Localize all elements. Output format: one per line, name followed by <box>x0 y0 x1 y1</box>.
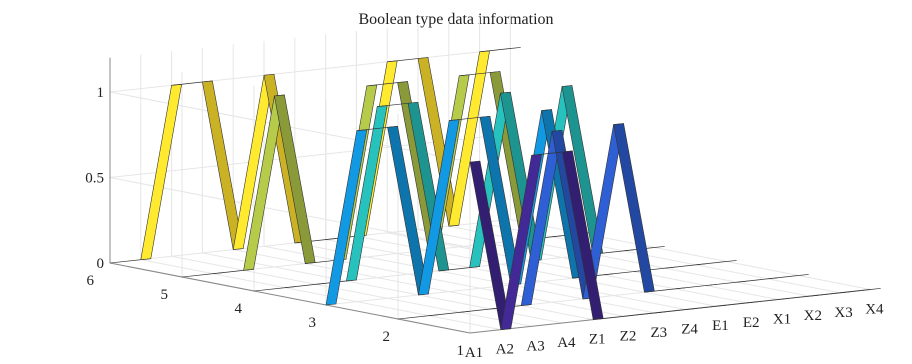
grid-line <box>325 239 686 311</box>
category-tick-label: Z1 <box>589 332 606 348</box>
depth-tick-label: 5 <box>161 287 169 303</box>
category-tick-label: E1 <box>712 318 729 334</box>
grid-line <box>233 249 594 321</box>
category-tick-label: Z4 <box>681 322 698 338</box>
category-tick-label: X3 <box>834 305 852 321</box>
z-tick-label: 1 <box>97 85 105 101</box>
tick-labels: A1 A2 A3 A4 Z1 Z2 Z3 Z4 E1 E2 X1 X2 X3 X4 1 2 3 4 5 60 0.5 1 <box>85 85 884 361</box>
ribbon-segment <box>767 274 809 280</box>
depth-tick-label: 4 <box>235 301 243 317</box>
category-tick-label: A4 <box>557 335 576 351</box>
z-tick-label: 0 <box>97 256 105 272</box>
depth-tick-label: 3 <box>309 315 317 331</box>
category-tick-label: Z2 <box>620 328 637 344</box>
category-tick-label: X4 <box>865 301 884 317</box>
ribbon-segment <box>479 47 521 53</box>
z-tick-label: 0.5 <box>85 171 104 187</box>
category-tick-label: A1 <box>465 345 483 361</box>
depth-tick-label: 6 <box>87 273 95 289</box>
category-tick-label: A3 <box>526 338 544 354</box>
ribbon-segment <box>839 288 881 294</box>
category-tick-label: X2 <box>804 308 822 324</box>
ribbon-segment <box>695 260 737 266</box>
ribbon-series-1 <box>469 150 881 330</box>
grid-line <box>171 255 532 327</box>
depth-axis <box>109 262 471 334</box>
grid-line <box>387 232 748 304</box>
category-tick-label: A2 <box>496 342 514 358</box>
grid-line <box>109 47 511 93</box>
grid-line <box>140 259 501 331</box>
chart-title: Boolean type data information <box>358 11 553 28</box>
ribbon-segment <box>140 84 182 260</box>
category-tick-label: Z3 <box>650 325 667 341</box>
ribbon-segment <box>613 123 655 293</box>
ribbon-segment <box>202 80 244 250</box>
depth-tick-label: 2 <box>383 329 391 345</box>
depth-tick-label: 1 <box>457 343 465 359</box>
category-tick-label: X1 <box>773 312 791 328</box>
grid-line <box>263 245 625 317</box>
category-tick-label: E2 <box>743 315 760 331</box>
ribbons <box>109 47 881 330</box>
